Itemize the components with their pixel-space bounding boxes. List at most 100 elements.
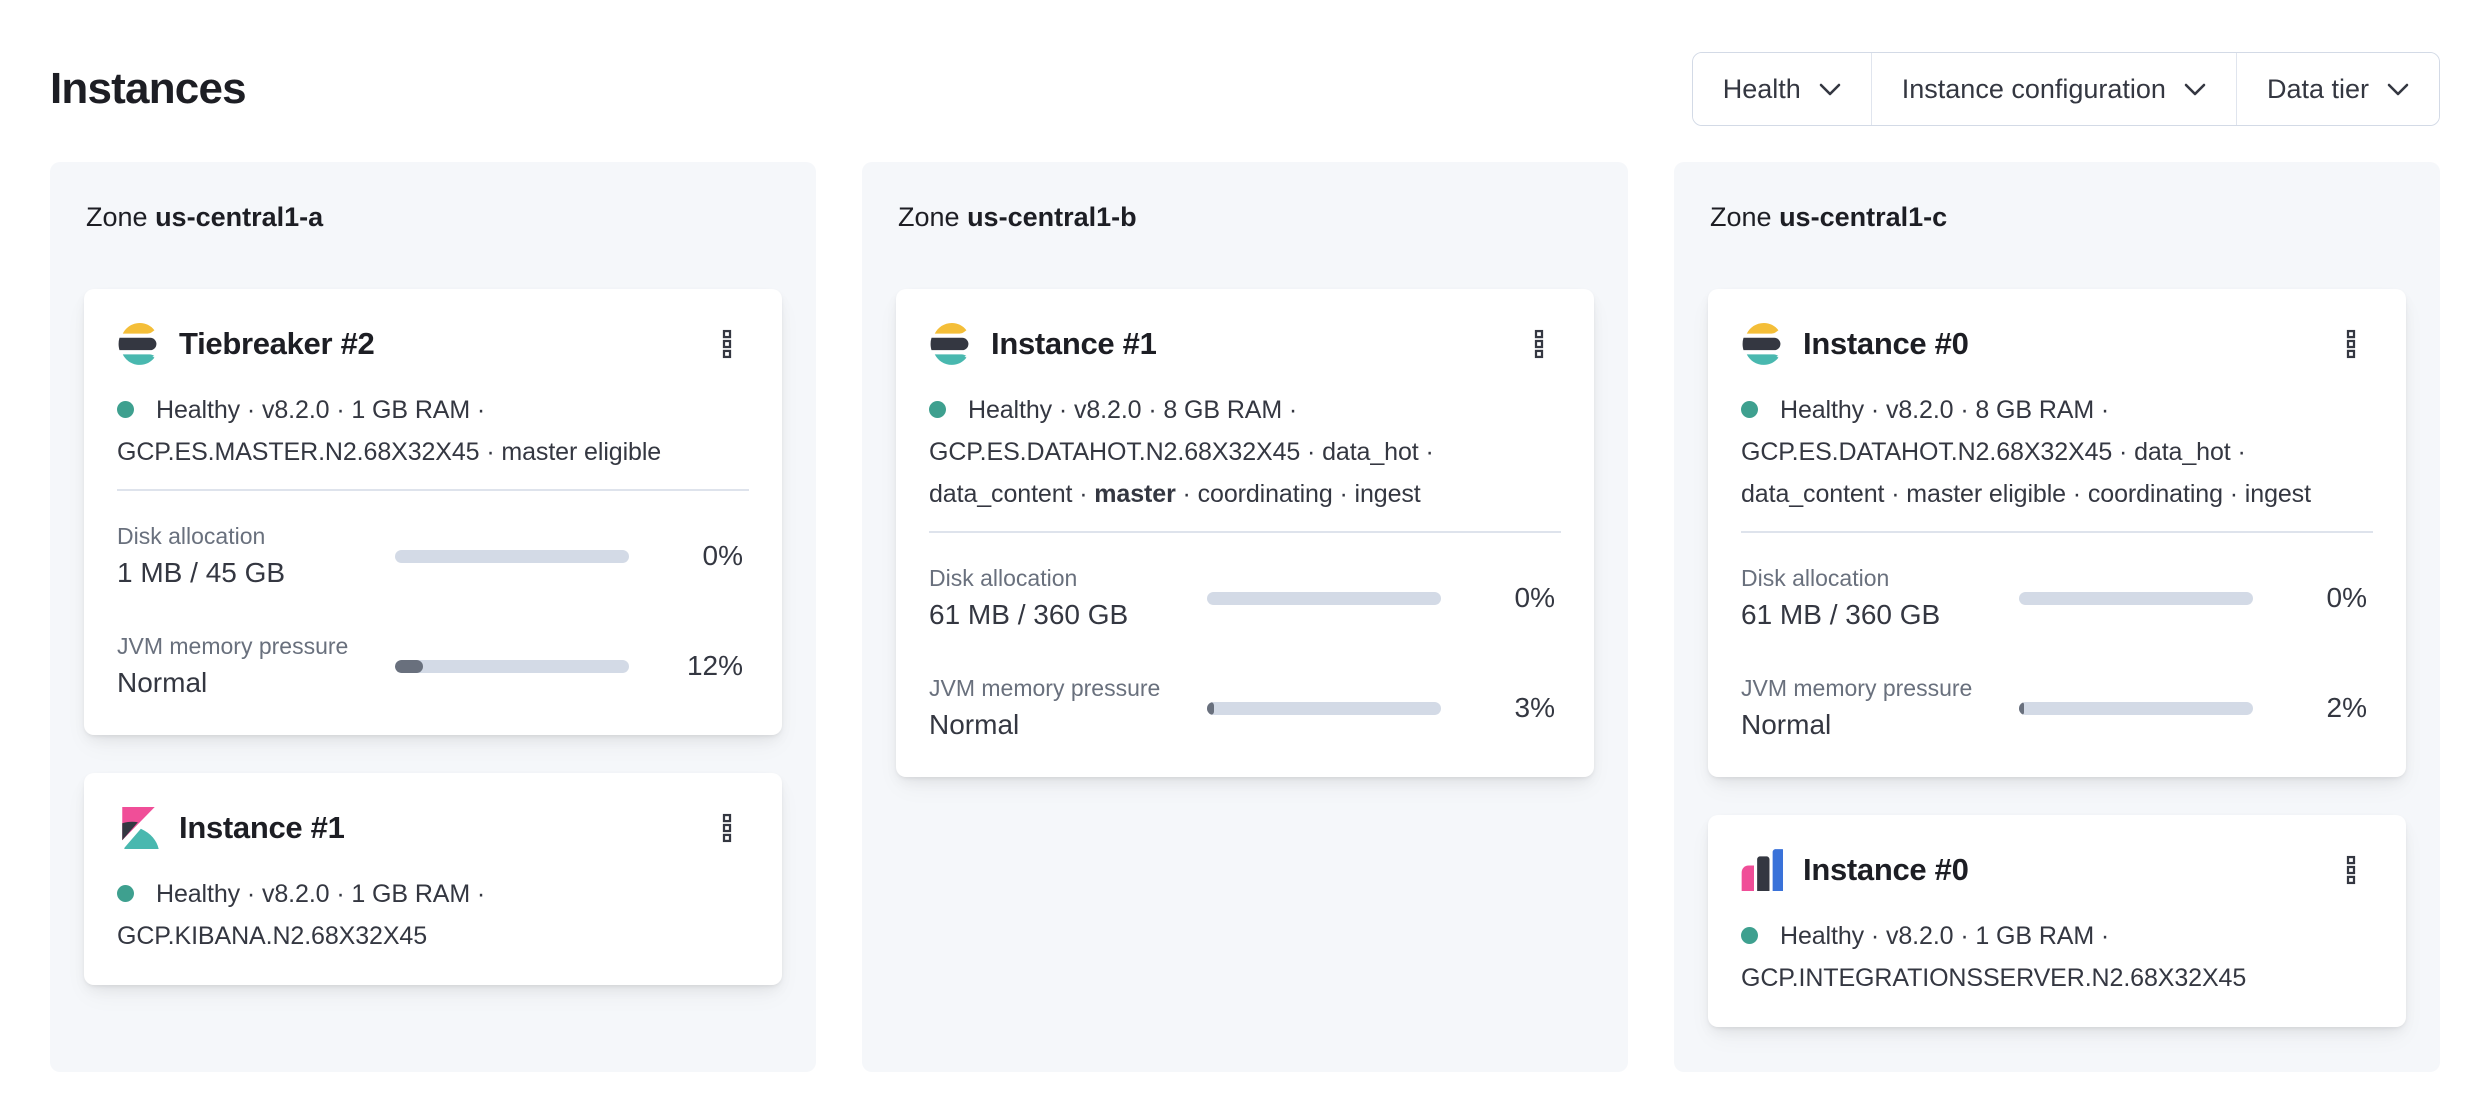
metric-text: JVM memory pressure Normal bbox=[1741, 675, 2019, 741]
instance-metrics: Disk allocation 61 MB / 360 GB 0% JVM memor… bbox=[929, 565, 1561, 741]
instance-title: Instance #0 bbox=[1803, 852, 1969, 887]
instance-card-header: Instance #1 bbox=[929, 323, 1561, 365]
card-divider bbox=[929, 531, 1561, 533]
metric-text: Disk allocation 1 MB / 45 GB bbox=[117, 523, 395, 589]
metric-value: Normal bbox=[117, 667, 208, 698]
health-dot-icon bbox=[1741, 400, 1758, 418]
zone-label: Zone us-central1-c bbox=[1710, 202, 2406, 233]
health-dot-icon bbox=[929, 400, 946, 418]
metric-text: JVM memory pressure Normal bbox=[929, 675, 1207, 741]
instance-status: Healthy · v8.2.0 · 8 GB RAM · GCP.ES.DATA… bbox=[1741, 389, 2373, 515]
instance-actions-kebab-button[interactable] bbox=[2329, 848, 2373, 892]
zone-panel-us-central1-b: Zone us-central1-b Instance #1 Healthy ·… bbox=[862, 162, 1628, 1072]
instance-title: Instance #1 bbox=[179, 810, 345, 845]
metric-text: Disk allocation 61 MB / 360 GB bbox=[1741, 565, 2019, 631]
instance-card-header: Instance #0 bbox=[1741, 323, 2373, 365]
instance-status: Healthy · v8.2.0 · 1 GB RAM · GCP.KIBANA.… bbox=[117, 873, 749, 957]
metric-label: Disk allocation bbox=[929, 565, 1078, 591]
zone-cards: Instance #1 Healthy · v8.2.0 · 8 GB RAM … bbox=[896, 289, 1594, 777]
instance-status: Healthy · v8.2.0 · 8 GB RAM · GCP.ES.DATA… bbox=[929, 389, 1561, 515]
instance-title: Instance #0 bbox=[1803, 326, 1969, 361]
instance-title: Tiebreaker #2 bbox=[179, 326, 375, 361]
progress-bar bbox=[1207, 591, 1441, 605]
instance-metrics: Disk allocation 61 MB / 360 GB 0% JVM memor… bbox=[1741, 565, 2373, 741]
metric-value: 1 MB / 45 GB bbox=[117, 557, 286, 588]
instance-card-header: Instance #0 bbox=[1741, 849, 2373, 891]
instance-card: Tiebreaker #2 Healthy · v8.2.0 · 1 GB RA… bbox=[84, 289, 782, 735]
zones-grid: Zone us-central1-a Tiebreaker #2 Healthy… bbox=[50, 162, 2440, 1072]
card-divider bbox=[117, 489, 749, 491]
instance-status-line: GCP.ES.DATAHOT.N2.68X32X45 · data_hot · bbox=[929, 438, 1434, 466]
chevron-down-icon bbox=[1819, 83, 1841, 95]
metric-label: JVM memory pressure bbox=[117, 633, 349, 659]
filter-instance-configuration-label: Instance configuration bbox=[1901, 73, 2166, 104]
metric-percent: 0% bbox=[702, 540, 743, 571]
instance-card: Instance #0 Healthy · v8.2.0 · 1 GB RAM … bbox=[1708, 815, 2406, 1027]
health-dot-icon bbox=[1741, 926, 1758, 944]
integrations-server-logo-icon bbox=[1741, 849, 1783, 891]
page-header: Instances Health Instance configuration … bbox=[50, 52, 2440, 126]
card-divider bbox=[1741, 531, 2373, 533]
instances-page: Instances Health Instance configuration … bbox=[0, 52, 2490, 1072]
metric-value: 61 MB / 360 GB bbox=[929, 599, 1129, 630]
progress-bar bbox=[395, 549, 629, 563]
instance-card-header: Instance #1 bbox=[117, 807, 749, 849]
instance-actions-kebab-button[interactable] bbox=[705, 322, 749, 366]
instance-actions-kebab-button[interactable] bbox=[2329, 322, 2373, 366]
filter-health-label: Health bbox=[1722, 73, 1801, 104]
elasticsearch-logo-icon bbox=[1741, 323, 1783, 365]
metric-label: JVM memory pressure bbox=[929, 675, 1161, 701]
filter-data-tier-label: Data tier bbox=[2266, 73, 2369, 104]
filter-health-button[interactable]: Health bbox=[1692, 53, 1871, 125]
health-dot-icon bbox=[117, 400, 134, 418]
instance-card: Instance #1 Healthy · v8.2.0 · 1 GB RAM … bbox=[84, 773, 782, 985]
metric-percent: 3% bbox=[1514, 692, 1555, 723]
zone-name: us-central1-a bbox=[155, 202, 324, 232]
filter-group: Health Instance configuration Data tier bbox=[1691, 52, 2440, 126]
boxes-vertical-icon bbox=[722, 329, 732, 359]
metric-label: Disk allocation bbox=[117, 523, 266, 549]
metric-value: Normal bbox=[929, 709, 1020, 740]
boxes-vertical-icon bbox=[2346, 855, 2356, 885]
instance-status-line: GCP.INTEGRATIONSSERVER.N2.68X32X45 bbox=[1741, 964, 2247, 992]
metric-row: Disk allocation 61 MB / 360 GB 0% bbox=[1741, 565, 2373, 631]
metric-value: 61 MB / 360 GB bbox=[1741, 599, 1941, 630]
metric-row: Disk allocation 1 MB / 45 GB 0% bbox=[117, 523, 749, 589]
filter-data-tier-button[interactable]: Data tier bbox=[2235, 53, 2439, 125]
instance-status-line: data_content · master · coordinating · i… bbox=[929, 480, 1421, 508]
instance-status-line: Healthy · v8.2.0 · 1 GB RAM · bbox=[117, 389, 749, 431]
instance-card: Instance #0 Healthy · v8.2.0 · 8 GB RAM … bbox=[1708, 289, 2406, 777]
metric-percent: 12% bbox=[686, 650, 743, 681]
health-dot-icon bbox=[117, 884, 134, 902]
filter-instance-configuration-button[interactable]: Instance configuration bbox=[1870, 53, 2236, 125]
boxes-vertical-icon bbox=[1534, 329, 1544, 359]
metric-text: Disk allocation 61 MB / 360 GB bbox=[929, 565, 1207, 631]
instance-metrics: Disk allocation 1 MB / 45 GB 0% JVM memory … bbox=[117, 523, 749, 699]
progress-bar bbox=[2019, 701, 2253, 715]
metric-percent: 0% bbox=[1514, 582, 1555, 613]
zone-cards: Instance #0 Healthy · v8.2.0 · 8 GB RAM … bbox=[1708, 289, 2406, 1027]
zone-label: Zone us-central1-b bbox=[898, 202, 1594, 233]
instance-actions-kebab-button[interactable] bbox=[1517, 322, 1561, 366]
instance-actions-kebab-button[interactable] bbox=[705, 806, 749, 850]
chevron-down-icon bbox=[2387, 83, 2409, 95]
elasticsearch-logo-icon bbox=[117, 323, 159, 365]
metric-value: Normal bbox=[1741, 709, 1832, 740]
zone-label-prefix: Zone bbox=[86, 202, 148, 232]
progress-bar bbox=[2019, 591, 2253, 605]
elasticsearch-logo-icon bbox=[929, 323, 971, 365]
metric-row: JVM memory pressure Normal 3% bbox=[929, 675, 1561, 741]
zone-label: Zone us-central1-a bbox=[86, 202, 782, 233]
progress-bar bbox=[1207, 701, 1441, 715]
instance-status-line: Healthy · v8.2.0 · 8 GB RAM · bbox=[1741, 389, 2373, 431]
instance-status-line: Healthy · v8.2.0 · 1 GB RAM · bbox=[1741, 915, 2373, 957]
instance-status-line: GCP.ES.MASTER.N2.68X32X45 · master eligi… bbox=[117, 438, 662, 466]
instance-card: Instance #1 Healthy · v8.2.0 · 8 GB RAM … bbox=[896, 289, 1594, 777]
instance-status-line: Healthy · v8.2.0 · 8 GB RAM · bbox=[929, 389, 1561, 431]
zone-label-prefix: Zone bbox=[1710, 202, 1772, 232]
chevron-down-icon bbox=[2184, 83, 2206, 95]
instance-card-header: Tiebreaker #2 bbox=[117, 323, 749, 365]
instance-status-line: GCP.ES.DATAHOT.N2.68X32X45 · data_hot · bbox=[1741, 438, 2246, 466]
instance-status-line: Healthy · v8.2.0 · 1 GB RAM · bbox=[117, 873, 749, 915]
metric-label: JVM memory pressure bbox=[1741, 675, 1973, 701]
